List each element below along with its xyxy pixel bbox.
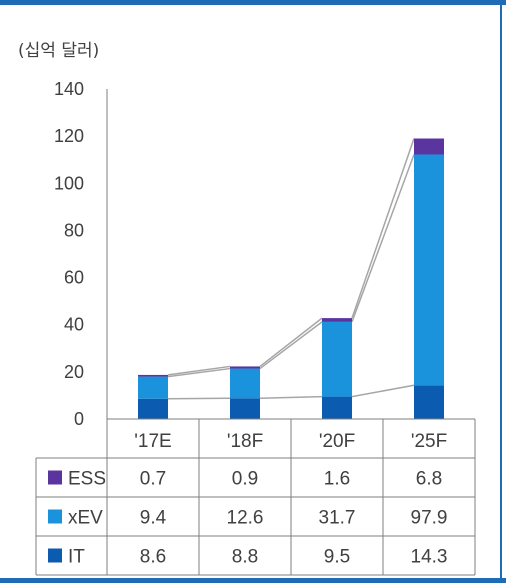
table-value: 8.6 [140, 547, 166, 568]
y-tick-label: 100 [54, 173, 84, 193]
bar-xev-segment [322, 321, 352, 397]
connector-line [167, 365, 231, 376]
table-value: 14.3 [411, 547, 448, 568]
x-category-label: '25F [411, 431, 447, 452]
bar-ess-segment [322, 318, 352, 322]
connector-line [167, 367, 231, 378]
table-value: 31.7 [319, 508, 356, 529]
connector-line [259, 317, 323, 368]
bar-ess-segment [138, 374, 168, 377]
y-tick-label: 120 [54, 126, 84, 146]
bar-xev-segment [138, 376, 168, 399]
y-tick-label: 20 [64, 362, 84, 382]
connector-line [351, 384, 415, 398]
x-category-label: '18F [227, 431, 263, 452]
bar-ess-segment [414, 138, 444, 155]
table-value: 97.9 [411, 508, 448, 529]
connector-line [259, 395, 323, 400]
bar-it-segment [230, 398, 260, 419]
legend-label-it: IT [68, 547, 85, 568]
right-border [500, 5, 502, 578]
table-value: 0.9 [232, 469, 258, 490]
legend-swatch-it [48, 548, 62, 563]
legend-swatch-ess [48, 470, 62, 485]
y-tick-label: 140 [54, 79, 84, 99]
y-tick-label: 40 [64, 315, 84, 335]
table-value: 9.5 [324, 547, 350, 568]
bar-it-segment [138, 398, 168, 419]
bar-ess-segment [230, 366, 260, 369]
unit-label: (십억 달러) [18, 41, 100, 61]
legend-label-ess: ESS [68, 469, 106, 490]
x-category-label: '20F [319, 431, 355, 452]
y-tick-label: 80 [64, 220, 84, 240]
table-value: 12.6 [227, 508, 264, 529]
top-border [0, 0, 506, 5]
bar-it-segment [414, 385, 444, 419]
table-value: 1.6 [324, 469, 350, 490]
legend-swatch-xev [48, 509, 62, 524]
legend-label-xev: xEV [68, 508, 103, 529]
connector-line [351, 154, 415, 323]
table-value: 8.8 [232, 547, 258, 568]
y-tick-label: 60 [64, 268, 84, 288]
bottom-border [0, 578, 506, 583]
connector-line [259, 321, 323, 370]
table-value: 9.4 [140, 508, 167, 529]
x-category-label: '17E [134, 431, 171, 452]
bar-xev-segment [414, 154, 444, 386]
bar-it-segment [322, 396, 352, 419]
bar-xev-segment [230, 368, 260, 399]
y-tick-label: 0 [74, 409, 84, 429]
connector-line [351, 138, 415, 319]
table-value: 0.7 [140, 469, 166, 490]
table-value: 6.8 [416, 469, 442, 490]
